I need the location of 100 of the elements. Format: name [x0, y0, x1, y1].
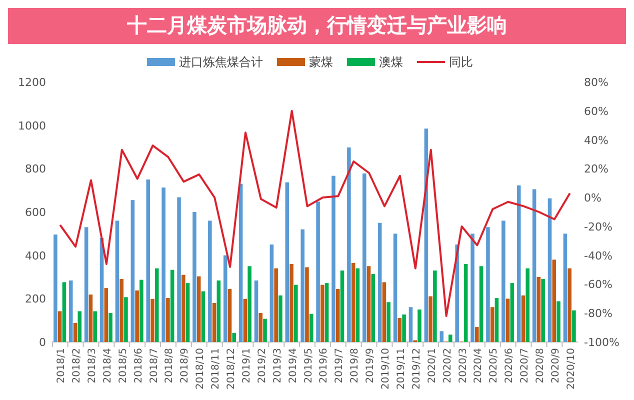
bar — [258, 312, 263, 342]
y2-tick-label: -40% — [584, 249, 612, 262]
y-tick-label: 1000 — [18, 119, 46, 132]
x-tick-label: 2018/3 — [87, 348, 98, 384]
x-tick-label: 2020/6 — [504, 348, 516, 384]
bar — [340, 270, 344, 342]
bar — [88, 294, 93, 342]
bar — [506, 298, 510, 342]
bar — [526, 268, 530, 342]
bar — [382, 282, 386, 342]
x-tick-label: 2019/1 — [241, 348, 252, 384]
bar — [309, 314, 314, 342]
x-tick-label: 2020/1 — [426, 348, 438, 384]
y-tick-label: 400 — [25, 249, 46, 262]
bar — [516, 185, 521, 342]
y2-tick-label: 40% — [584, 134, 608, 147]
bar — [216, 280, 221, 342]
bar — [177, 197, 181, 342]
bar — [58, 311, 62, 342]
x-tick-label: 2019/5 — [303, 348, 314, 384]
bar — [536, 277, 541, 342]
bar — [162, 188, 166, 342]
bar — [285, 182, 290, 342]
bar — [320, 284, 324, 342]
bar — [305, 267, 309, 342]
x-tick-label: 2018/9 — [180, 348, 191, 384]
bar — [68, 280, 73, 342]
bar — [386, 302, 390, 342]
bar — [475, 327, 479, 342]
y2-tick-label: -60% — [584, 278, 612, 292]
bar — [556, 301, 560, 342]
x-tick-label: 2020/2 — [442, 348, 454, 384]
bar — [182, 274, 186, 342]
x-tick-label: 2019/11 — [396, 348, 407, 390]
x-tick-label: 2018/6 — [133, 348, 144, 384]
bar — [108, 312, 112, 342]
x-tick-label: 2018/11 — [210, 348, 222, 390]
bar — [254, 280, 258, 342]
bar — [470, 234, 474, 342]
bar — [238, 184, 243, 342]
bar — [548, 198, 552, 342]
bar — [300, 229, 304, 342]
y2-tick-label: 80% — [584, 76, 608, 89]
x-tick-label: 2018/7 — [148, 348, 160, 384]
bar — [73, 322, 78, 342]
bar — [440, 331, 444, 342]
bar — [263, 318, 267, 342]
bar — [418, 310, 422, 342]
bar — [84, 227, 88, 342]
x-tick-label: 2020/9 — [550, 348, 562, 384]
bar — [362, 173, 366, 342]
bar — [140, 280, 144, 342]
x-tick-label: 2019/10 — [380, 348, 392, 390]
x-tick-label: 2020/3 — [458, 348, 469, 384]
bar — [502, 220, 506, 342]
legend-label: 蒙煤 — [309, 55, 333, 69]
bar — [479, 266, 484, 342]
bar — [464, 264, 468, 342]
bar — [115, 220, 120, 342]
y2-tick-label: 60% — [584, 104, 608, 118]
bar — [208, 220, 212, 342]
bar — [146, 180, 150, 342]
bar — [170, 270, 174, 342]
x-tick-label: 2018/12 — [226, 348, 238, 390]
chart-title: 十二月煤炭市场脉动，行情变迁与产业影响 — [126, 13, 507, 37]
bar — [270, 244, 274, 342]
bar — [510, 283, 514, 342]
bar — [552, 260, 556, 342]
bar — [408, 307, 413, 342]
bar — [568, 268, 572, 342]
bar — [494, 298, 499, 342]
x-tick-label: 2019/2 — [256, 348, 268, 384]
x-tick-label: 2019/6 — [318, 348, 330, 384]
x-tick-label: 2019/9 — [365, 348, 376, 384]
bar — [532, 189, 536, 342]
bar — [223, 255, 228, 342]
bar — [378, 222, 382, 342]
bar — [294, 284, 298, 342]
line-series — [59, 110, 571, 317]
legend-label: 澳煤 — [379, 55, 403, 69]
x-tick-label: 2020/7 — [520, 348, 531, 384]
x-tick-label: 2019/4 — [288, 348, 299, 384]
bar — [192, 212, 196, 342]
x-tick-label: 2018/10 — [195, 348, 206, 390]
bar — [212, 303, 216, 342]
bar — [402, 314, 406, 342]
bar — [324, 283, 329, 342]
x-tick-label: 2020/5 — [488, 348, 500, 384]
bar — [120, 278, 124, 342]
bar — [428, 296, 432, 342]
bar — [228, 288, 232, 342]
bar — [398, 318, 402, 342]
x-tick-label: 2020/8 — [534, 348, 546, 384]
y2-tick-label: 20% — [584, 162, 608, 176]
x-tick-label: 2018/1 — [56, 348, 68, 384]
bar — [448, 334, 452, 342]
bar — [135, 290, 139, 342]
x-tick-label: 2019/8 — [350, 348, 361, 384]
bar — [166, 298, 170, 342]
x-tick-label: 2020/4 — [473, 348, 484, 384]
